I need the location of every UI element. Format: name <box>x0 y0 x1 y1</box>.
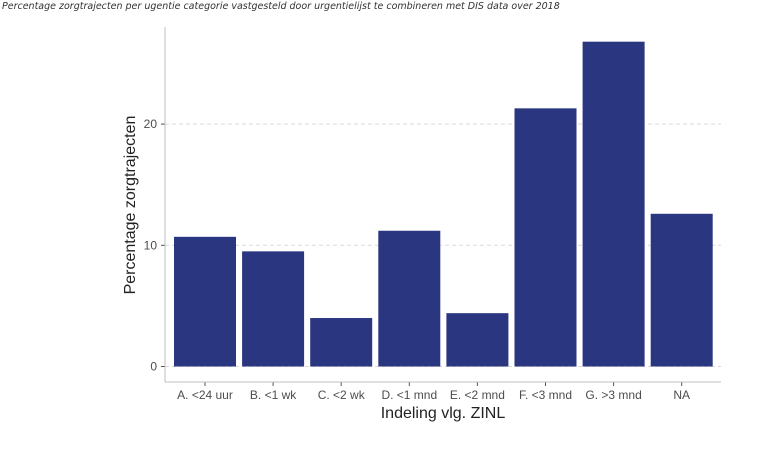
bar-6 <box>514 108 577 367</box>
x-tick-label: E. <2 mnd <box>450 388 505 402</box>
x-axis-title: Indeling vlg. ZINL <box>381 405 506 422</box>
y-tick-label: 0 <box>150 360 157 374</box>
bar-2 <box>242 251 305 367</box>
y-axis-title: Percentage zorgtrajecten <box>122 116 139 295</box>
x-tick-label: A. <24 uur <box>177 388 233 402</box>
bars <box>174 41 713 367</box>
bar-3 <box>310 318 373 367</box>
x-axis-ticks: A. <24 uur B. <1 wk C. <2 wk D. <1 mnd E. <2… <box>177 382 690 402</box>
bar-7 <box>582 41 645 367</box>
bar-4 <box>378 230 441 367</box>
x-tick-label: C. <2 wk <box>318 388 366 402</box>
x-tick-label: NA <box>673 388 690 402</box>
bar-1 <box>174 236 236 367</box>
x-tick-label: G. >3 mnd <box>585 388 641 402</box>
y-tick-label: 20 <box>144 117 158 131</box>
x-tick-label: F. <3 mnd <box>519 388 572 402</box>
x-tick-label: D. <1 mnd <box>381 388 437 402</box>
bar-5 <box>446 313 509 367</box>
x-tick-label: B. <1 wk <box>250 388 297 402</box>
bar-8 <box>650 213 713 367</box>
y-tick-label: 10 <box>144 238 158 252</box>
y-axis-ticks: 0 10 20 <box>144 117 165 374</box>
chart-title: Percentage zorgtrajecten per ugentie cat… <box>2 1 560 12</box>
